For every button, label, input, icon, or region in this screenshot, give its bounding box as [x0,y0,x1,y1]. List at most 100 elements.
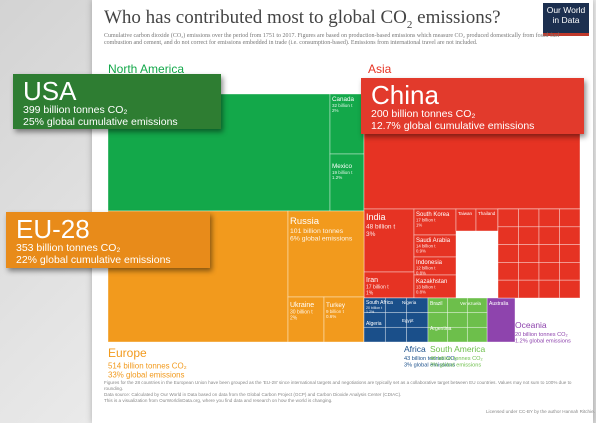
asia-minor-cell [538,244,560,263]
value-canada: 32 billion t [332,103,353,108]
label-brazil: Brazil [430,301,443,307]
treemap-cell-turkey [323,296,365,343]
asia-minor-cell [497,262,519,281]
region-value-africa: 43 billion tonnes CO₂ [404,356,457,362]
label-thailand: Thailand [478,211,496,216]
share-mexico: 1.2% [332,175,342,180]
value-india: 48 billion t [366,224,395,231]
treemap-cell-canada [329,93,365,155]
share-ukraine: 2% [290,315,298,321]
treemap-cell-ukraine [287,296,325,343]
callout-eu28-title: EU-28 [16,214,90,244]
label-turkey: Turkey [326,302,346,309]
asia-minor-cell [497,226,519,245]
asia-minor-cell [518,208,540,228]
asia-minor-cell [559,262,581,281]
share-canada: 2% [332,108,339,113]
share-saudi-arabia: 0.9% [416,249,426,254]
label-kazakhstan: Kazakhstan [416,279,447,285]
owid-logo[interactable]: Our World in Data [543,3,589,36]
footer-note: Figures for the 28 countries in the Euro… [104,380,572,391]
value-south-korea: 17 billion t [416,218,436,223]
callout-china-share: 12.7% global cumulative emissions [371,120,535,132]
logo-line2: in Data [552,15,580,25]
label-canada: Canada [332,96,355,103]
asia-minor-cell [559,244,581,263]
value-south-africa: 20 billion t [366,306,382,310]
share-indonesia: 0.8% [416,271,426,276]
callout-usa-value: 399 billion tonnes CO₂ [23,104,128,116]
label-india: India [366,212,386,222]
label-mexico: Mexico [332,163,352,170]
south-america-minor-cell [466,326,488,343]
treemap-cell-india [363,208,415,273]
chart-subtitle: Cumulative carbon dioxide (CO₂) emission… [104,33,560,47]
region-label-south-america: South America [430,344,486,354]
logo-line1: Our World [546,5,586,15]
region-label-africa: Africa [404,344,426,354]
share-south-korea: 1% [416,223,422,228]
label-russia: Russia [290,216,320,227]
label-argentina: Argentina [430,326,452,332]
asia-minor-cell [518,226,540,245]
asia-minor-cell [538,208,560,228]
footer-license: Licensed under CC-BY by the author Hanna… [486,409,595,414]
label-algeria: Algeria [366,321,382,327]
africa-minor-cell [406,326,429,343]
asia-minor-cell [559,208,581,228]
asia-minor-cell [497,208,519,228]
label-venezuela: Venezuela [460,301,482,306]
label-taiwan: Taiwan [458,211,473,216]
share-south-africa: 1.2% [366,310,375,314]
callout-china-value: 200 billion tonnes CO₂ [371,108,476,120]
south-america-minor-cell [466,312,488,328]
callout-usa-share: 25% global cumulative emissions [23,116,178,128]
value-turkey: 9 billion t [326,309,345,314]
callout-eu28-value: 353 billion tonnes CO₂ [16,242,121,254]
callout-usa: USA 399 billion tonnes CO₂ 25% global cu… [13,74,221,129]
treemap-cell-mexico [329,153,365,212]
label-ukraine: Ukraine [290,302,314,309]
label-south-korea: South Korea [416,212,450,218]
label-australia: Australia [489,301,509,307]
label-indonesia: Indonesia [416,260,443,266]
asia-minor-cell [538,226,560,245]
region-label-asia: Asia [368,62,392,76]
chart-footer: Figures for the 28 countries in the Euro… [104,380,584,404]
asia-minor-cell [538,279,560,299]
africa-minor-cell [384,326,408,343]
asia-minor-cell [518,262,540,281]
label-iran: Iran [366,277,378,284]
label-saudi-arabia: Saudi Arabia [416,238,451,244]
asia-minor-cell [518,279,540,299]
share-iran: 1% [366,290,374,296]
asia-minor-cell [559,279,581,299]
value-kazakhstan: 13 billion t [416,285,436,290]
callout-china: China 200 billion tonnes CO₂ 12.7% globa… [361,78,584,134]
callout-usa-title: USA [23,76,77,106]
value-mexico: 19 billion t [332,170,353,175]
asia-minor-cell [518,244,540,263]
treemap-cell-russia [287,210,365,298]
label-south-africa: South Africa [366,300,393,306]
asia-minor-cell [559,226,581,245]
treemap-cell-australia [486,297,516,343]
value-ukraine: 30 billion t [290,310,313,316]
share-russia: 6% global emissions [290,236,353,243]
region-value-oceania: 20 billion tonnes CO₂ [515,332,568,338]
region-share-oceania: 1.2% global emissions [515,338,571,344]
region-value-europe: 514 billion tonnes CO₂ [108,361,187,370]
share-india: 3% [366,231,376,238]
africa-minor-cell [363,326,386,343]
region-share-south-america: 3% global emissions [430,362,481,368]
region-value-south-america: 40 billion tonnes CO₂ [430,356,483,362]
chart-title: Who has contributed most to global CO2 e… [104,7,501,31]
value-saudi-arabia: 14 billion t [416,244,436,249]
region-share-europe: 33% global emissions [108,370,185,379]
footer-credit: This is a visualization from OurWorldinD… [104,398,333,403]
region-label-europe: Europe [108,346,147,360]
callout-eu28-share: 22% global cumulative emissions [16,254,171,266]
label-nigeria: Nigeria [402,300,417,305]
callout-eu28: EU-28 353 billion tonnes CO₂ 22% global … [6,212,210,268]
region-share-africa: 3% global emissions [404,362,455,368]
